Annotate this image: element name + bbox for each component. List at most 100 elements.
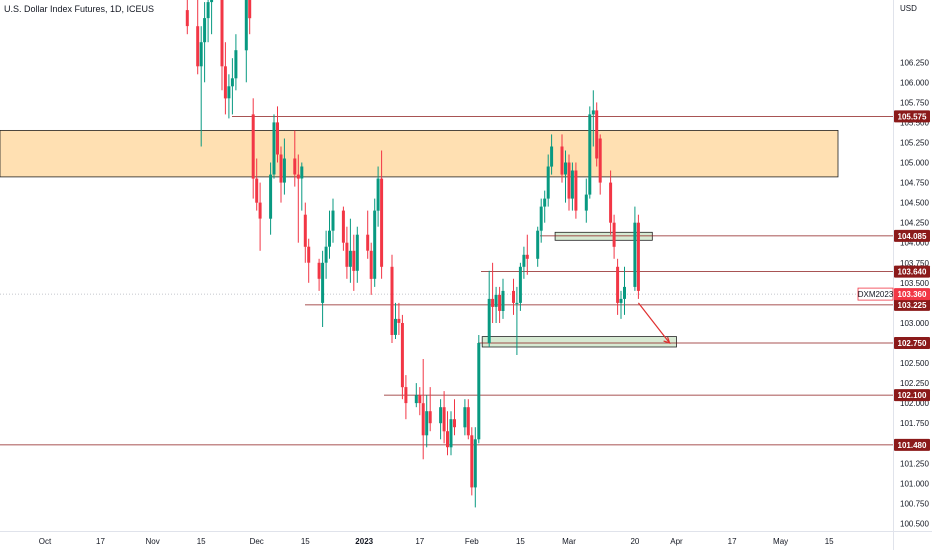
price-label-box xyxy=(894,229,930,242)
price-unit-label: USD xyxy=(900,4,917,13)
y-tick-label: 104.000 xyxy=(900,239,929,248)
candle xyxy=(442,391,446,444)
candle xyxy=(487,270,491,347)
candle-body xyxy=(442,407,446,432)
x-tick-label: Nov xyxy=(145,537,159,546)
candle-body xyxy=(376,178,380,211)
candle-body xyxy=(328,230,331,247)
candle xyxy=(439,399,443,440)
candle xyxy=(244,0,248,83)
symbol-tag: DXM2023 xyxy=(858,290,894,299)
candle-body xyxy=(244,0,248,51)
candle-body xyxy=(300,166,304,179)
candle xyxy=(501,278,505,319)
candle xyxy=(376,166,380,227)
candle-body xyxy=(623,286,626,299)
candle-body xyxy=(428,411,432,424)
candle xyxy=(591,90,595,147)
x-tick-label: May xyxy=(773,537,788,546)
candle xyxy=(473,427,477,508)
x-tick-label: 15 xyxy=(516,537,525,546)
candle-body xyxy=(317,262,321,279)
y-tick-label: 105.000 xyxy=(900,159,929,168)
y-tick-label: 105.250 xyxy=(900,139,929,148)
price-label-103.225: 103.225 xyxy=(898,301,927,310)
candle xyxy=(595,102,599,167)
price-label-box xyxy=(894,110,930,123)
candle xyxy=(251,98,255,199)
y-tick-label: 103.000 xyxy=(900,319,929,328)
candle-body xyxy=(449,419,453,448)
annotation-layer xyxy=(637,302,671,344)
candle-body xyxy=(282,158,286,183)
projection-arrow-head xyxy=(663,336,671,344)
candle xyxy=(515,286,519,355)
candle xyxy=(536,226,540,267)
candle xyxy=(560,134,564,183)
candle-body xyxy=(494,294,498,307)
candle xyxy=(185,0,189,35)
candle xyxy=(421,359,425,460)
current-price-box xyxy=(894,288,930,301)
candle xyxy=(404,375,408,420)
candle xyxy=(390,254,394,343)
candle-body xyxy=(463,407,467,428)
candle xyxy=(203,2,207,83)
resistance-box xyxy=(554,231,653,241)
candle-body xyxy=(394,318,397,335)
candle-body xyxy=(543,198,547,207)
x-tick-label: Dec xyxy=(250,537,264,546)
candle xyxy=(570,162,574,211)
candle-body xyxy=(612,222,616,247)
candle xyxy=(525,234,529,275)
candle-body xyxy=(619,298,623,303)
y-tick-label: 100.750 xyxy=(900,499,929,508)
candle-body xyxy=(185,10,189,27)
x-tick-label: Oct xyxy=(39,537,52,546)
level-lines-layer xyxy=(0,116,893,446)
x-tick-label: 15 xyxy=(197,537,206,546)
candle-body xyxy=(633,222,637,287)
candle xyxy=(269,162,273,235)
projection-arrow xyxy=(637,302,671,344)
candle-body xyxy=(220,0,224,67)
candle xyxy=(588,106,592,199)
y-tick-label: 102.500 xyxy=(900,359,929,368)
x-tick-label: 15 xyxy=(825,537,834,546)
candle xyxy=(425,395,429,448)
zones-layer xyxy=(0,129,839,348)
candle-body xyxy=(512,290,515,303)
target-box xyxy=(481,336,677,348)
candle-body xyxy=(279,154,283,183)
candle xyxy=(612,214,616,259)
price-label-box xyxy=(894,298,930,311)
candle-body xyxy=(272,122,276,175)
candle xyxy=(317,258,321,291)
candle-body xyxy=(307,246,311,263)
candle-body xyxy=(498,294,502,311)
candle xyxy=(196,0,200,75)
candle-body xyxy=(584,194,588,211)
candle-body xyxy=(380,178,384,267)
candle xyxy=(307,238,311,283)
price-label-box xyxy=(894,337,930,349)
candle-body xyxy=(466,407,470,436)
candle xyxy=(394,302,397,339)
candle-body xyxy=(293,158,297,175)
candle-body xyxy=(636,222,640,291)
candle xyxy=(352,234,356,291)
candle-body xyxy=(210,0,214,3)
candle-body xyxy=(425,411,429,436)
candle xyxy=(609,170,613,235)
candle xyxy=(567,154,571,211)
candle-body xyxy=(546,166,550,199)
candle-body xyxy=(258,202,262,219)
y-tick-label: 103.750 xyxy=(900,259,929,268)
candle-body xyxy=(536,230,540,259)
candle xyxy=(633,206,637,291)
candle-body xyxy=(255,178,259,203)
candle-body xyxy=(591,110,595,115)
candle xyxy=(636,214,640,299)
time-axis[interactable]: Oct 17 Nov 15 Dec 15 2023 17 Feb 15 Mar 20 Apr 17 May 1… xyxy=(39,537,834,546)
